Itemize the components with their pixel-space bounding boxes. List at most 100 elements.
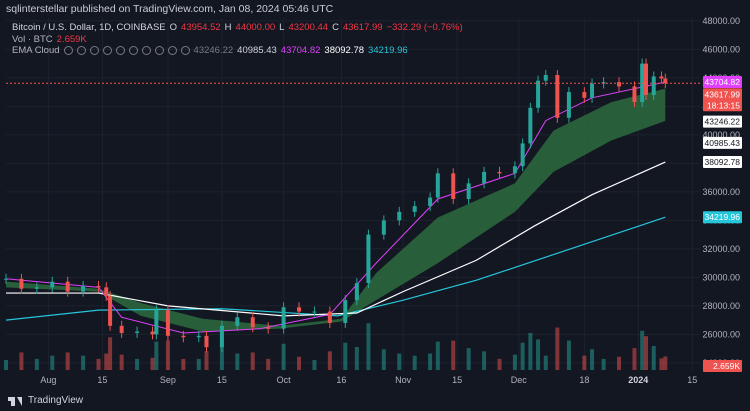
x-tick-label: 15 [97,375,107,385]
legend-symbol-row: Bitcoin / U.S. Dollar, 1D, COINBASE O 439… [12,22,463,34]
volume-bar [632,348,637,370]
price-label-text: 40985.43 [705,138,741,148]
footer: TradingView [0,390,750,411]
candle-body [150,331,155,335]
ema-value-2: 40985.43 [237,45,277,56]
x-tick-label: 15 [687,375,697,385]
settings-icon[interactable] [102,46,112,56]
volume-bar [582,355,587,370]
settings-icon[interactable] [76,46,86,56]
volume-value: 2.659K [56,33,87,45]
tradingview-logo-icon [8,396,22,406]
candle-body [135,331,140,333]
volume-bar [250,352,255,370]
candle-body [512,166,517,174]
candle-body [428,197,433,207]
candle-body [644,63,649,95]
candle-body [555,75,560,118]
candle-body [566,92,571,118]
volume-bar [235,353,240,370]
x-tick-label: 2024 [628,375,648,385]
price-label-box [703,360,742,372]
candle-body [312,311,317,313]
candle-body [65,281,70,292]
candle-body [366,234,371,284]
price-label-text: 38092.78 [705,157,741,167]
candle-body [196,335,201,338]
candle-body [520,143,525,167]
volume-bar [528,332,533,370]
candle-body [219,325,224,348]
legend-open: 43954.52 [181,22,221,33]
ema-cloud-label[interactable]: EMA Cloud [12,45,60,56]
volume-bar [412,355,417,370]
price-label-text: 43704.82 [705,77,741,87]
candle-body [381,220,386,235]
candle-body [81,285,86,292]
volume-bar [4,360,8,370]
legend-high: 44000.00 [235,22,276,33]
candle-body [354,283,359,301]
price-label-box [703,115,742,128]
x-tick-label: Dec [511,375,528,385]
price-label-text: 43246.22 [705,117,741,127]
candle-body [466,183,471,199]
volume-bar [50,355,55,370]
settings-icon[interactable] [115,46,125,56]
settings-icon[interactable] [63,46,73,56]
settings-icon[interactable] [167,46,177,56]
y-tick-label: 48000.00 [702,16,740,26]
volume-bar [19,352,24,370]
price-label-box [703,136,742,149]
candle-body [108,295,113,326]
legend-close: 43617.99 [342,22,383,33]
ema-fast-line [5,81,666,334]
candle-body [663,78,668,84]
settings-icon[interactable] [89,46,99,56]
y-tick-label: 26000.00 [702,329,740,339]
volume-bar [281,343,286,370]
settings-icon[interactable] [128,46,138,56]
price-label-text: 43617.99 [705,89,741,99]
volume-bar [497,358,502,370]
volume-bar [663,356,668,370]
symbol-title[interactable]: Bitcoin / U.S. Dollar, 1D, COINBASE [12,22,166,33]
volume-bar [150,357,155,370]
settings-icon[interactable] [180,46,190,56]
volume-bar [135,358,140,370]
candle-body [235,317,240,326]
volume-bar [466,348,471,370]
ema-mid-line [6,161,666,317]
price-label-box [703,211,742,224]
volume-bar [659,358,664,370]
y-tick-label: 30000.00 [702,272,740,282]
price-label-text: 34219.96 [705,212,741,222]
legend-close-label: C [332,22,339,33]
volume-bar [536,339,541,370]
legend-change: −332.29 (−0.76%) [386,22,463,33]
volume-bar [108,337,113,370]
volume-label[interactable]: Vol · BTC [12,33,53,45]
x-tick-label: Nov [395,375,412,385]
price-label-box [703,99,742,112]
price-label-text: 18:13:15 [707,100,740,110]
x-tick-label: 15 [452,375,462,385]
volume-bar [81,355,86,370]
settings-icon[interactable] [141,46,151,56]
volume-bar [381,349,386,370]
volume-bar [482,351,487,370]
volume-bar [644,336,649,370]
candle-body [119,325,124,333]
settings-icon[interactable] [154,46,164,56]
candle-body [528,107,533,144]
volume-bar [343,342,348,370]
legend-ema-row: EMA Cloud 43246.22 40985.43 43704.82 380… [12,45,463,57]
x-tick-label: Sep [160,375,176,385]
candle-body [327,311,332,323]
candle-body [96,285,101,288]
volume-bar [428,353,433,370]
candle-body [451,173,456,199]
y-tick-label: 40000.00 [702,130,740,140]
volume-bar [196,358,201,370]
